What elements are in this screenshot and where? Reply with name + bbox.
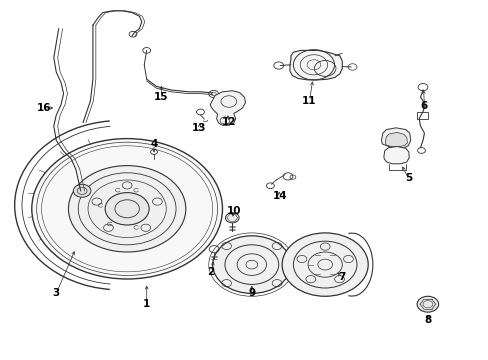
Text: 10: 10 [226,206,241,216]
Bar [416,112,427,119]
Text: 8: 8 [424,315,430,325]
Polygon shape [210,91,245,125]
Polygon shape [289,50,342,80]
Circle shape [68,166,185,252]
Text: 9: 9 [248,288,255,298]
Text: 3: 3 [53,288,60,298]
Circle shape [282,233,367,296]
Text: 14: 14 [272,191,286,201]
Polygon shape [383,147,408,164]
Circle shape [73,184,91,197]
Text: 2: 2 [207,267,214,277]
Text: 1: 1 [143,299,150,309]
Polygon shape [381,128,410,148]
Text: 12: 12 [221,117,236,127]
Text: 6: 6 [420,101,427,111]
Circle shape [416,296,438,312]
Text: 4: 4 [150,139,158,149]
Circle shape [105,193,149,225]
Circle shape [32,139,222,279]
Circle shape [225,213,239,223]
Circle shape [212,236,290,293]
Text: 13: 13 [192,123,206,133]
Text: 16: 16 [37,103,51,113]
Polygon shape [385,132,407,147]
Text: 11: 11 [302,96,316,106]
Text: 5: 5 [404,173,411,183]
Text: 7: 7 [338,272,346,282]
Text: 15: 15 [154,92,168,102]
